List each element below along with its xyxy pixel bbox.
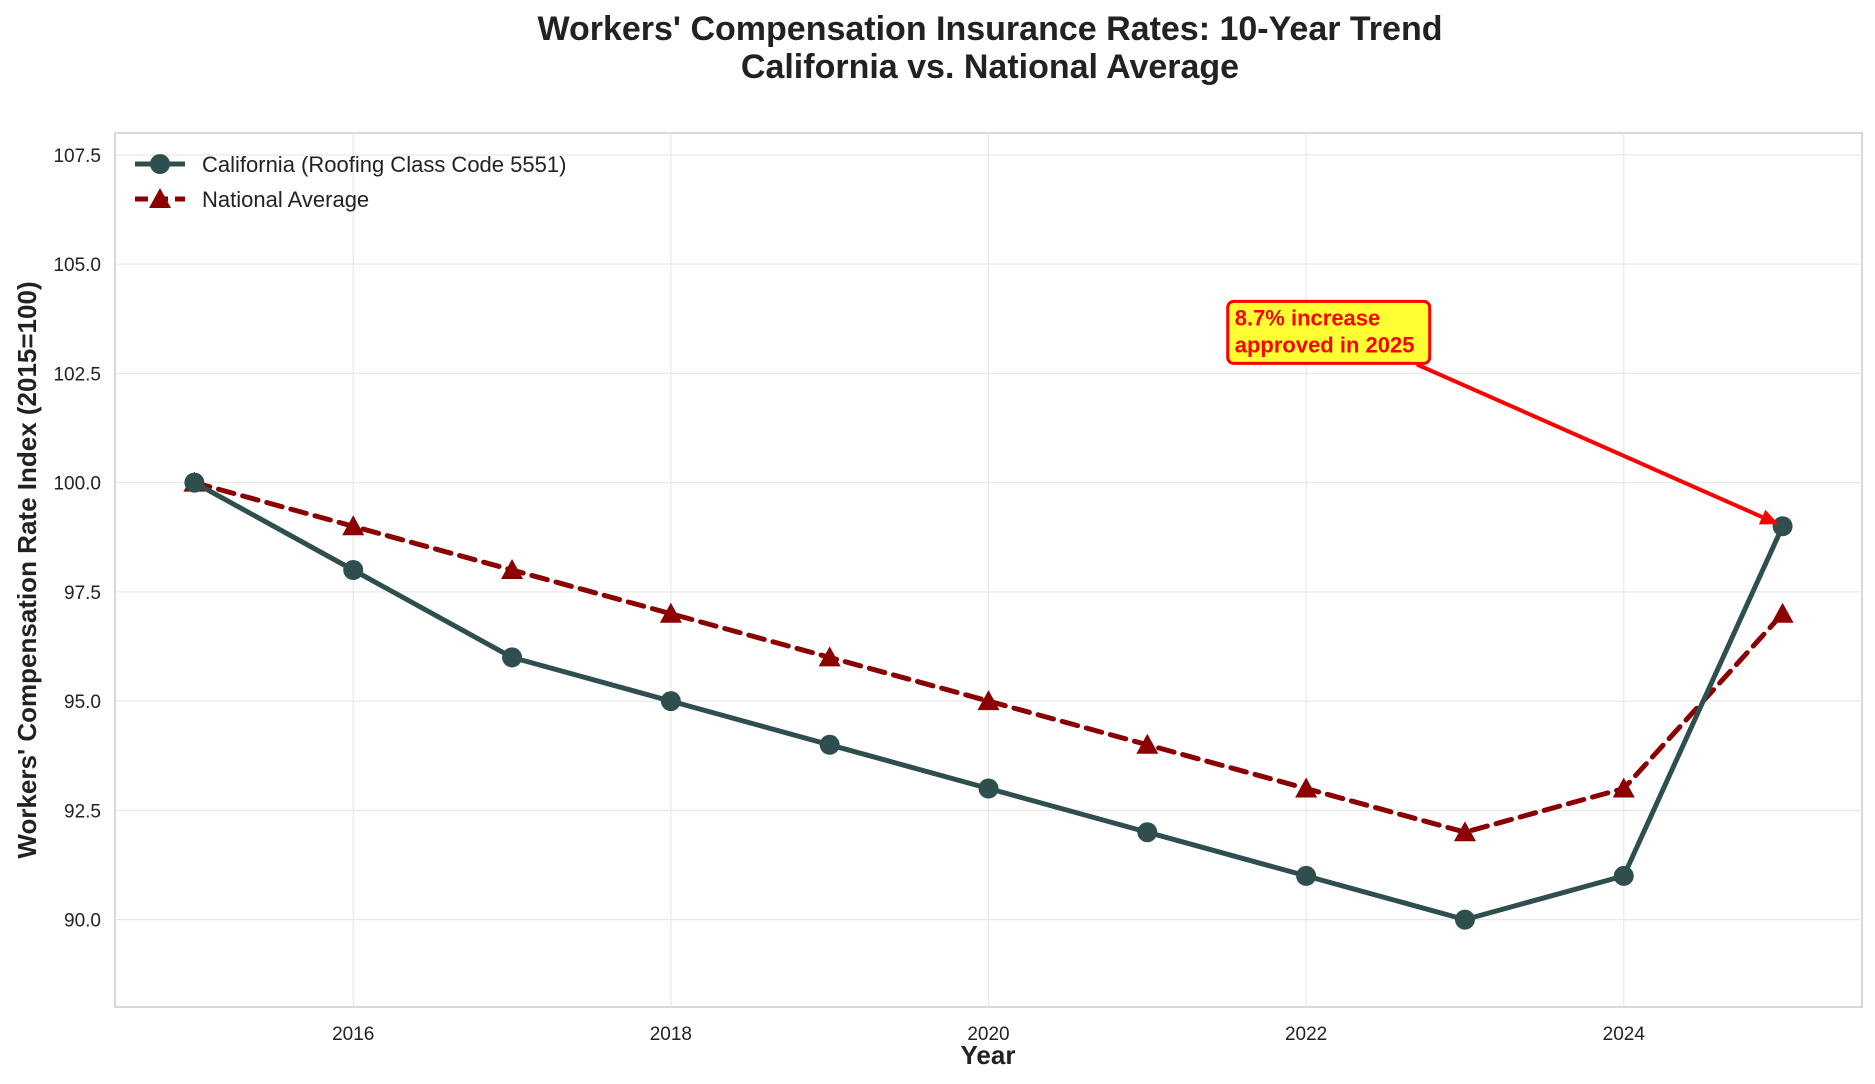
data-point-california [343, 560, 364, 580]
series-layer [183, 471, 1794, 930]
data-point-california [1772, 516, 1793, 537]
y-tick-label: 107.5 [53, 146, 101, 167]
data-point-national [1612, 777, 1635, 798]
annotation-box [1226, 299, 1432, 365]
y-tick-label: 97.5 [64, 583, 101, 604]
grid [115, 133, 1862, 1007]
y-tick-label: 105.0 [53, 255, 101, 276]
data-point-national [977, 690, 1000, 711]
y-tick-label: 92.5 [64, 801, 101, 822]
chart-title-line-1: Workers' Compensation Insurance Rates: 1… [538, 10, 1443, 48]
data-point-california [1613, 865, 1634, 886]
x-tick-label: 2016 [332, 1024, 374, 1045]
annotation-arrowhead [1758, 509, 1779, 525]
data-point-national [1771, 602, 1794, 623]
data-point-national [1453, 821, 1476, 842]
data-point-california [660, 691, 681, 712]
data-point-national [342, 515, 365, 536]
data-point-california [1454, 909, 1475, 930]
y-axis-ticks: 90.0 92.5 95.0 97.5 100.0 102.5 105.0 107.5 [53, 146, 101, 932]
data-point-california [819, 734, 840, 755]
data-point-california [184, 472, 205, 493]
legend: California (Roofing Class Code 5551) Nat… [135, 152, 566, 212]
legend-marker-national [149, 188, 171, 208]
annotation-arrow [1415, 362, 1763, 519]
x-tick-label: 2022 [1285, 1024, 1327, 1045]
x-axis-ticks: 2016 2018 2020 2022 2024 [332, 1024, 1645, 1045]
data-point-california [1296, 865, 1317, 886]
legend-label-california: California (Roofing Class Code 5551) [202, 152, 566, 177]
x-tick-label: 2018 [650, 1024, 692, 1045]
x-axis-label: Year [961, 1040, 1016, 1070]
data-point-national [1136, 733, 1159, 754]
y-tick-label: 95.0 [64, 692, 101, 713]
y-tick-label: 102.5 [53, 364, 101, 385]
y-tick-label: 90.0 [64, 911, 101, 932]
chart-title-line-2: California vs. National Average [741, 48, 1239, 86]
annotation-text-line-2: approved in 2025 [1235, 332, 1415, 357]
data-point-california [1137, 822, 1158, 843]
x-tick-label: 2024 [1603, 1024, 1646, 1045]
data-point-national [659, 602, 682, 623]
legend-label-national: National Average [202, 187, 369, 212]
y-axis-label: Workers' Compensation Rate Index (2015=1… [12, 281, 42, 858]
data-point-california [502, 647, 523, 668]
data-point-california [978, 778, 999, 799]
data-point-national [818, 646, 841, 667]
data-point-national [501, 559, 524, 579]
annotation-text-line-1: 8.7% increase [1235, 305, 1381, 330]
x-tick-label: 2020 [967, 1024, 1009, 1045]
annotation: 8.7% increase approved in 2025 [1226, 299, 1779, 525]
y-tick-label: 100.0 [53, 474, 101, 495]
data-point-national [1295, 777, 1318, 798]
legend-marker-california [150, 154, 170, 174]
